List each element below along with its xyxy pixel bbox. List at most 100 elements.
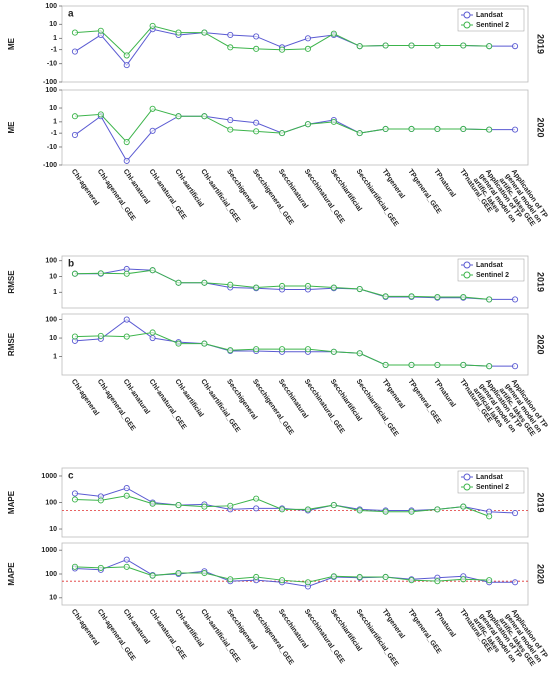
legend-box — [457, 470, 525, 494]
legend-marker — [463, 271, 471, 279]
year-label: 2020 — [536, 564, 546, 584]
y-tick-label: 1 — [53, 119, 57, 126]
y-tick-label: -100 — [43, 162, 57, 169]
data-point — [512, 579, 519, 586]
data-point — [71, 270, 78, 277]
data-point — [408, 293, 415, 300]
data-point — [149, 572, 156, 579]
data-point — [486, 126, 493, 133]
data-point — [149, 22, 156, 29]
x-tick-label: Chl-anatural — [122, 608, 151, 646]
data-point — [304, 579, 311, 586]
data-point — [330, 284, 337, 291]
panel-label: a — [68, 9, 74, 20]
series-line — [74, 268, 516, 300]
y-tick-label: -10 — [47, 61, 57, 68]
data-point — [408, 361, 415, 368]
data-point — [460, 293, 467, 301]
legend-label: Landsat — [476, 12, 504, 19]
data-point — [123, 492, 130, 499]
data-point — [408, 508, 415, 515]
legend-label: Landsat — [476, 474, 504, 481]
panel-label: b — [68, 259, 74, 270]
data-point — [97, 332, 104, 339]
data-point — [512, 43, 519, 50]
data-point — [227, 117, 234, 124]
y-tick-label: 1000 — [41, 547, 57, 554]
legend-marker — [463, 473, 471, 481]
year-label: 2019 — [536, 492, 546, 512]
data-point — [253, 495, 260, 502]
data-point — [71, 131, 78, 138]
data-point — [330, 30, 337, 37]
series-line — [74, 28, 516, 66]
data-point — [512, 363, 519, 370]
data-point — [123, 556, 130, 563]
y-tick-label: 1000 — [41, 473, 57, 480]
x-tick-label: Chl-ageneral — [70, 378, 100, 417]
data-point — [382, 573, 389, 581]
data-point — [486, 513, 493, 520]
plot-frame — [61, 542, 529, 606]
legend-marker — [463, 483, 471, 491]
y-tick-label: 10 — [49, 21, 57, 28]
data-point — [149, 329, 156, 336]
data-point — [227, 126, 234, 133]
y-tick-label: 10 — [49, 335, 57, 342]
x-tick-label: Chl-anatural — [122, 168, 151, 206]
data-point — [279, 346, 286, 353]
data-point — [356, 285, 363, 293]
data-point — [304, 346, 311, 353]
data-point — [460, 361, 467, 368]
data-point — [330, 118, 337, 125]
data-point — [149, 334, 156, 342]
data-point — [149, 267, 156, 274]
data-point — [382, 508, 389, 515]
y-axis-label: MAPE — [7, 562, 16, 586]
x-tick-label: TPnatural — [432, 378, 456, 409]
data-point — [512, 126, 519, 133]
y-tick-label: 100 — [45, 499, 57, 506]
data-point — [71, 496, 78, 503]
legend-box — [457, 258, 525, 282]
data-point — [408, 42, 415, 49]
y-tick-label: 100 — [45, 316, 57, 323]
data-point — [253, 284, 260, 291]
data-point — [123, 139, 130, 146]
data-point — [123, 157, 130, 164]
data-point — [253, 119, 260, 126]
data-point — [253, 33, 260, 40]
data-point — [434, 361, 441, 368]
year-label: 2020 — [536, 334, 546, 354]
data-point — [330, 502, 337, 509]
y-tick-label: 10 — [49, 105, 57, 112]
legend-label: Sentinel 2 — [476, 484, 509, 491]
data-point — [123, 270, 130, 277]
data-point — [460, 576, 467, 583]
data-point — [175, 279, 182, 286]
data-point — [227, 576, 234, 583]
data-point — [434, 42, 441, 49]
data-point — [227, 44, 234, 51]
data-point — [175, 340, 182, 347]
data-point — [71, 563, 78, 570]
y-tick-label: 1 — [53, 353, 57, 360]
year-label: 2019 — [536, 34, 546, 54]
legend-marker — [463, 11, 471, 19]
data-point — [175, 113, 182, 120]
x-tick-label: TPgeneral — [380, 608, 405, 640]
year-label: 2020 — [536, 117, 546, 137]
y-tick-label: -1 — [51, 130, 57, 137]
y-axis-label: MAPE — [7, 490, 16, 514]
data-point — [279, 130, 286, 137]
data-point — [304, 45, 311, 52]
data-point — [97, 111, 104, 118]
x-tick-label: Chl-anatural — [122, 378, 151, 416]
data-point — [97, 497, 104, 504]
data-point — [253, 346, 260, 353]
data-point — [227, 31, 234, 39]
data-point — [253, 573, 260, 581]
legend-marker — [463, 21, 471, 29]
legend-box — [457, 8, 525, 32]
data-point — [227, 502, 234, 509]
